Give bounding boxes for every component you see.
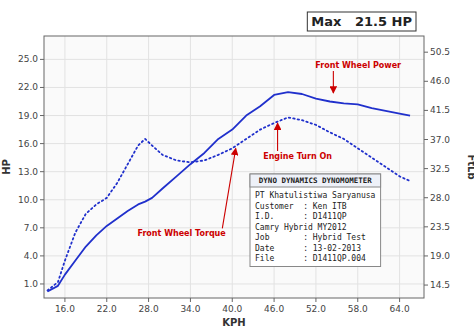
- y2-tick-label: 41.5: [430, 105, 450, 115]
- grid-line: [44, 171, 424, 172]
- x-tick: [64, 298, 65, 302]
- axis-labels: KPH HP FtLb: [1, 154, 474, 328]
- y2-tick-label: 14.5: [430, 280, 450, 290]
- x-axis-label: KPH: [222, 317, 245, 328]
- y2-tick: [424, 52, 428, 53]
- info-body-frame: [250, 174, 381, 267]
- annotation-arrow: [277, 123, 278, 151]
- y2-tick-label: 37.0: [430, 135, 450, 145]
- info-line: PT Khatulistiwa Saryanusa: [255, 191, 376, 200]
- x-tick: [106, 298, 107, 302]
- grid-line: [44, 143, 424, 144]
- y2-tick-label: 19.0: [430, 251, 450, 261]
- x-tick: [148, 298, 149, 302]
- y-tick-label: 4.0: [24, 251, 39, 261]
- y-tick: [40, 199, 44, 200]
- y-axis-label: HP: [1, 159, 12, 175]
- grid-line: [106, 36, 107, 298]
- annotation: Engine Turn On: [263, 152, 332, 161]
- annotation-arrow: [333, 71, 334, 93]
- annotation-arrow: [222, 148, 235, 228]
- y-tick: [40, 283, 44, 284]
- grid-line: [399, 36, 400, 298]
- title-frame: [307, 12, 416, 31]
- info-line: I.D. : D1411QP: [255, 212, 347, 221]
- chart: 16.0 22.0 28.0 34.0 40.0 46.0 52.0 58.0 64.0 1.0 4…: [0, 0, 474, 334]
- x-tick: [399, 298, 400, 302]
- line-series: [47, 92, 410, 291]
- x-tick: [232, 298, 233, 302]
- y2-tick: [424, 168, 428, 169]
- y-tick: [40, 115, 44, 116]
- y2-tick: [424, 255, 428, 256]
- x-tick-label: 22.0: [97, 304, 117, 314]
- series: [47, 92, 410, 291]
- x-tick-label: 34.0: [180, 304, 200, 314]
- y-tick-label: 7.0: [24, 223, 39, 233]
- y2-tick: [424, 197, 428, 198]
- title-box: Max 21.5 HP: [307, 12, 416, 31]
- y-tick-label: 16.0: [18, 139, 38, 149]
- x-tick-label: 52.0: [306, 304, 326, 314]
- plot-background: [44, 36, 424, 298]
- x-tick: [357, 298, 358, 302]
- y-tick-label: 1.0: [24, 279, 39, 289]
- grid-line: [148, 36, 149, 298]
- info-title-frame: [250, 174, 381, 187]
- x-tick: [315, 298, 316, 302]
- y-tick: [40, 227, 44, 228]
- y-tick: [40, 143, 44, 144]
- info-title: DYNO DYNAMICS DYNOMOMETER: [259, 176, 372, 185]
- y2-axis-label: FtLb: [466, 154, 474, 179]
- x-tick-label: 28.0: [139, 304, 159, 314]
- y2-tick-label: 28.0: [430, 193, 450, 203]
- info-line: Job : Hybrid Test: [255, 233, 366, 242]
- grid-line: [190, 36, 191, 298]
- annotation: Front Wheel Torque: [137, 229, 226, 238]
- x-tick-label: 16.0: [55, 304, 75, 314]
- line-series: [47, 117, 410, 290]
- y2-tick-label: 32.5: [430, 164, 450, 174]
- y-tick-label: 25.0: [18, 54, 38, 64]
- grid-line: [44, 283, 424, 284]
- info-line: File : D1411QP.004: [255, 254, 366, 263]
- y2-tick: [424, 285, 428, 286]
- grid-line: [44, 59, 424, 60]
- y2-tick: [424, 226, 428, 227]
- x-tick-label: 64.0: [390, 304, 410, 314]
- x-tick-label: 46.0: [264, 304, 284, 314]
- info-box: DYNO DYNAMICS DYNOMOMETER PT Khatulistiwa…: [250, 174, 381, 267]
- info-line: Date : 13-02-2013: [255, 244, 361, 253]
- y2-tick-label: 46.0: [430, 76, 450, 86]
- y2-tick-label: 50.5: [430, 47, 450, 57]
- y2-tick: [424, 110, 428, 111]
- y-tick: [40, 171, 44, 172]
- info-line: Customer : Ken ITB: [255, 202, 347, 211]
- y-tick: [40, 255, 44, 256]
- y-tick-label: 19.0: [18, 111, 38, 121]
- info-line: Camry Hybrid MY2012: [255, 223, 347, 232]
- annotation: Front Wheel Power: [315, 61, 401, 70]
- y-tick: [40, 87, 44, 88]
- grid-line: [44, 87, 424, 88]
- y-tick-label: 10.0: [18, 195, 38, 205]
- x-tick: [274, 298, 275, 302]
- axes: 16.0 22.0 28.0 34.0 40.0 46.0 52.0 58.0 64.0 1.0 4…: [18, 47, 450, 314]
- x-tick-label: 58.0: [348, 304, 368, 314]
- x-tick: [190, 298, 191, 302]
- plot-frame: [44, 36, 424, 298]
- y2-tick-label: 23.5: [430, 222, 450, 232]
- y-tick-label: 13.0: [18, 167, 38, 177]
- title: Max 21.5 HP: [311, 14, 412, 29]
- grid: [44, 36, 424, 298]
- y-tick: [40, 59, 44, 60]
- y2-tick: [424, 81, 428, 82]
- x-tick-label: 40.0: [222, 304, 242, 314]
- grid-line: [44, 115, 424, 116]
- y2-tick: [424, 139, 428, 140]
- y-tick-label: 22.0: [18, 82, 38, 92]
